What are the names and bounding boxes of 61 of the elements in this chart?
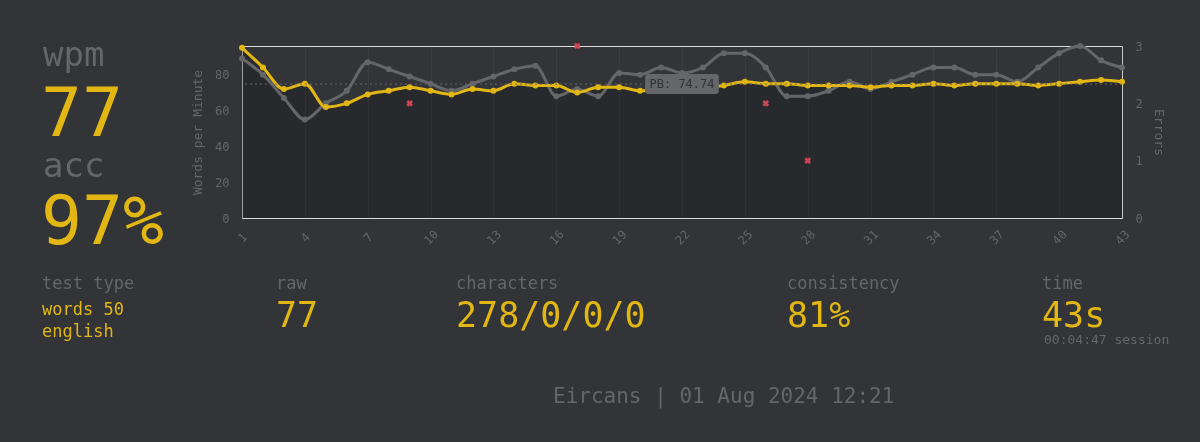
point bbox=[1098, 77, 1105, 84]
point bbox=[595, 84, 602, 91]
point bbox=[259, 71, 266, 78]
point bbox=[448, 91, 455, 98]
point bbox=[1056, 50, 1063, 57]
point bbox=[490, 87, 497, 94]
point bbox=[364, 59, 371, 66]
point bbox=[406, 100, 413, 107]
point bbox=[930, 64, 937, 71]
point bbox=[1119, 64, 1125, 71]
text: 77 bbox=[276, 295, 319, 335]
point bbox=[490, 73, 497, 80]
point bbox=[343, 87, 350, 94]
point bbox=[616, 69, 623, 76]
point bbox=[804, 93, 811, 100]
point bbox=[951, 64, 958, 71]
point bbox=[532, 62, 539, 69]
text: 278/0/0/0 bbox=[456, 295, 646, 335]
point bbox=[616, 84, 623, 91]
text: 77 bbox=[41, 73, 123, 152]
point bbox=[301, 116, 308, 123]
point bbox=[406, 84, 413, 91]
point bbox=[427, 87, 434, 94]
point bbox=[909, 71, 916, 78]
point bbox=[385, 87, 392, 94]
point bbox=[825, 87, 832, 94]
text: english bbox=[42, 321, 114, 341]
point bbox=[574, 89, 581, 96]
point bbox=[762, 100, 770, 107]
point bbox=[406, 73, 413, 80]
point bbox=[280, 86, 287, 92]
point bbox=[259, 64, 266, 71]
point bbox=[364, 91, 371, 98]
point bbox=[762, 64, 769, 71]
point bbox=[469, 86, 476, 92]
point bbox=[239, 55, 245, 62]
point bbox=[553, 93, 560, 100]
point bbox=[280, 94, 287, 101]
text: words 50 bbox=[42, 299, 124, 319]
point bbox=[637, 71, 644, 78]
point bbox=[511, 66, 518, 73]
point bbox=[741, 50, 748, 57]
point bbox=[972, 71, 979, 78]
point bbox=[239, 44, 245, 51]
point bbox=[993, 71, 1000, 78]
point bbox=[804, 157, 812, 164]
point bbox=[699, 64, 706, 71]
point bbox=[637, 87, 644, 94]
point bbox=[1035, 64, 1042, 71]
text: 43s bbox=[1042, 295, 1106, 335]
point bbox=[595, 93, 602, 100]
point bbox=[1077, 43, 1084, 49]
point bbox=[1098, 57, 1105, 64]
point bbox=[783, 93, 790, 100]
point bbox=[573, 42, 581, 50]
point bbox=[385, 66, 392, 73]
point bbox=[343, 100, 350, 107]
point bbox=[720, 50, 727, 57]
text: 81% bbox=[787, 295, 851, 335]
text: 97% bbox=[41, 181, 164, 260]
point bbox=[658, 64, 665, 71]
